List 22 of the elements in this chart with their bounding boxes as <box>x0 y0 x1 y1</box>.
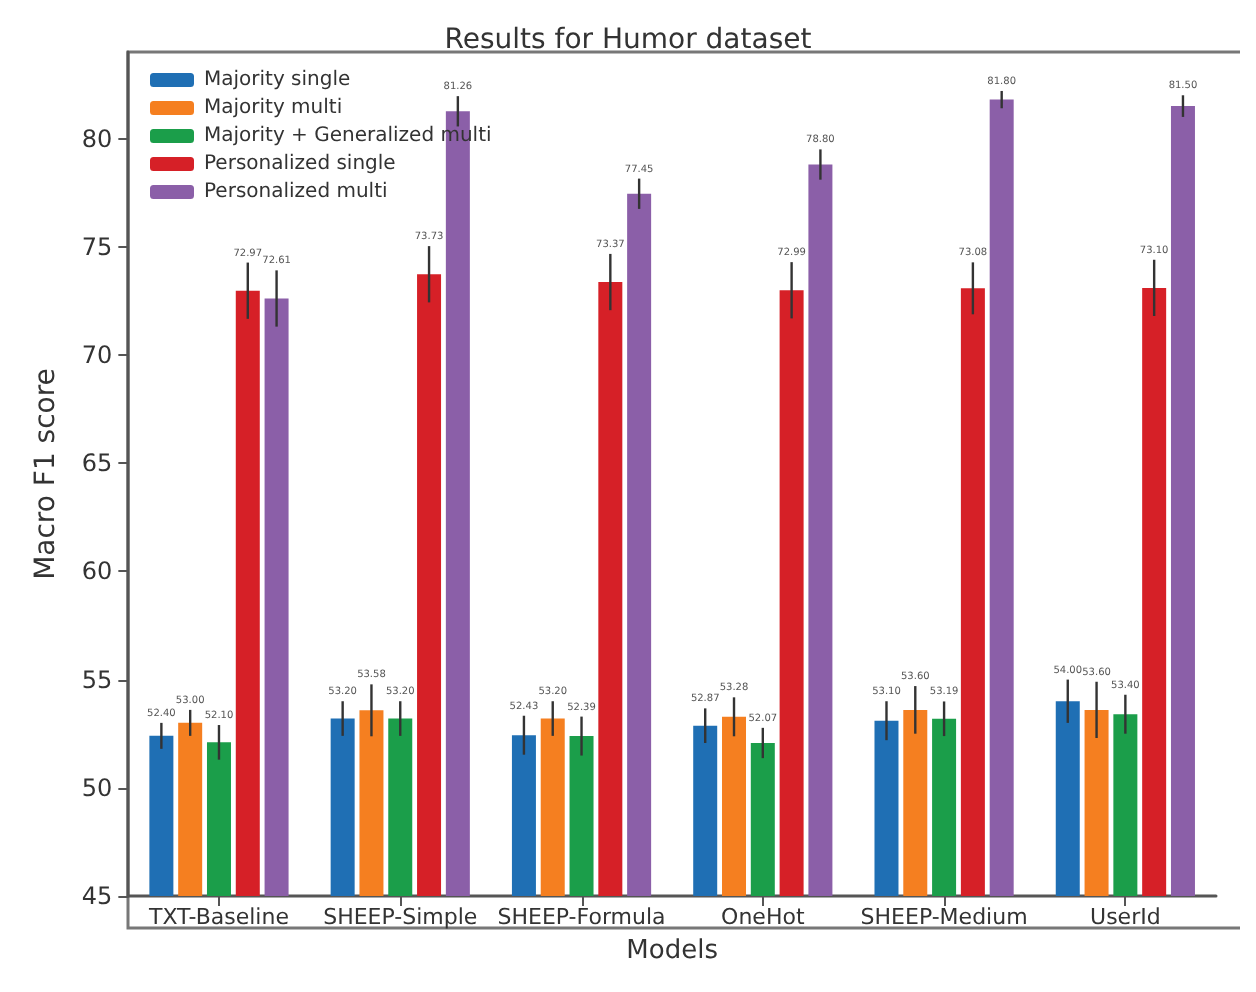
x-tick-label: TXT-Baseline <box>146 904 290 930</box>
legend-label: Majority multi <box>204 97 343 119</box>
y-tick-label: 55 <box>81 665 113 694</box>
x-tick-label: SHEEP-Simple <box>323 904 478 930</box>
x-tick-label: UserId <box>1090 904 1161 930</box>
y-tick-label: 75 <box>81 232 113 261</box>
x-axis-title: Models <box>626 935 719 966</box>
y-tick-label: 70 <box>81 340 113 369</box>
legend-label: Personalized multi <box>204 181 388 203</box>
y-tick-label: 80 <box>81 124 113 153</box>
chart-title: Results for Humor dataset <box>444 24 813 56</box>
x-tick-label: SHEEP-Medium <box>860 904 1028 930</box>
y-tick-label: 45 <box>81 882 113 910</box>
x-tick-label: OneHot <box>721 904 806 930</box>
y-tick-label: 50 <box>81 773 113 802</box>
y-tick-label: 65 <box>81 449 113 478</box>
legend-label: Majority + Generalized multi <box>204 125 492 147</box>
y-tick-label: 60 <box>81 557 113 586</box>
legend-label: Majority single <box>204 69 351 91</box>
legend-label: Personalized single <box>204 153 396 175</box>
x-tick-label: SHEEP-Formula <box>497 904 666 930</box>
y-axis-title: Macro F1 score <box>30 368 62 580</box>
